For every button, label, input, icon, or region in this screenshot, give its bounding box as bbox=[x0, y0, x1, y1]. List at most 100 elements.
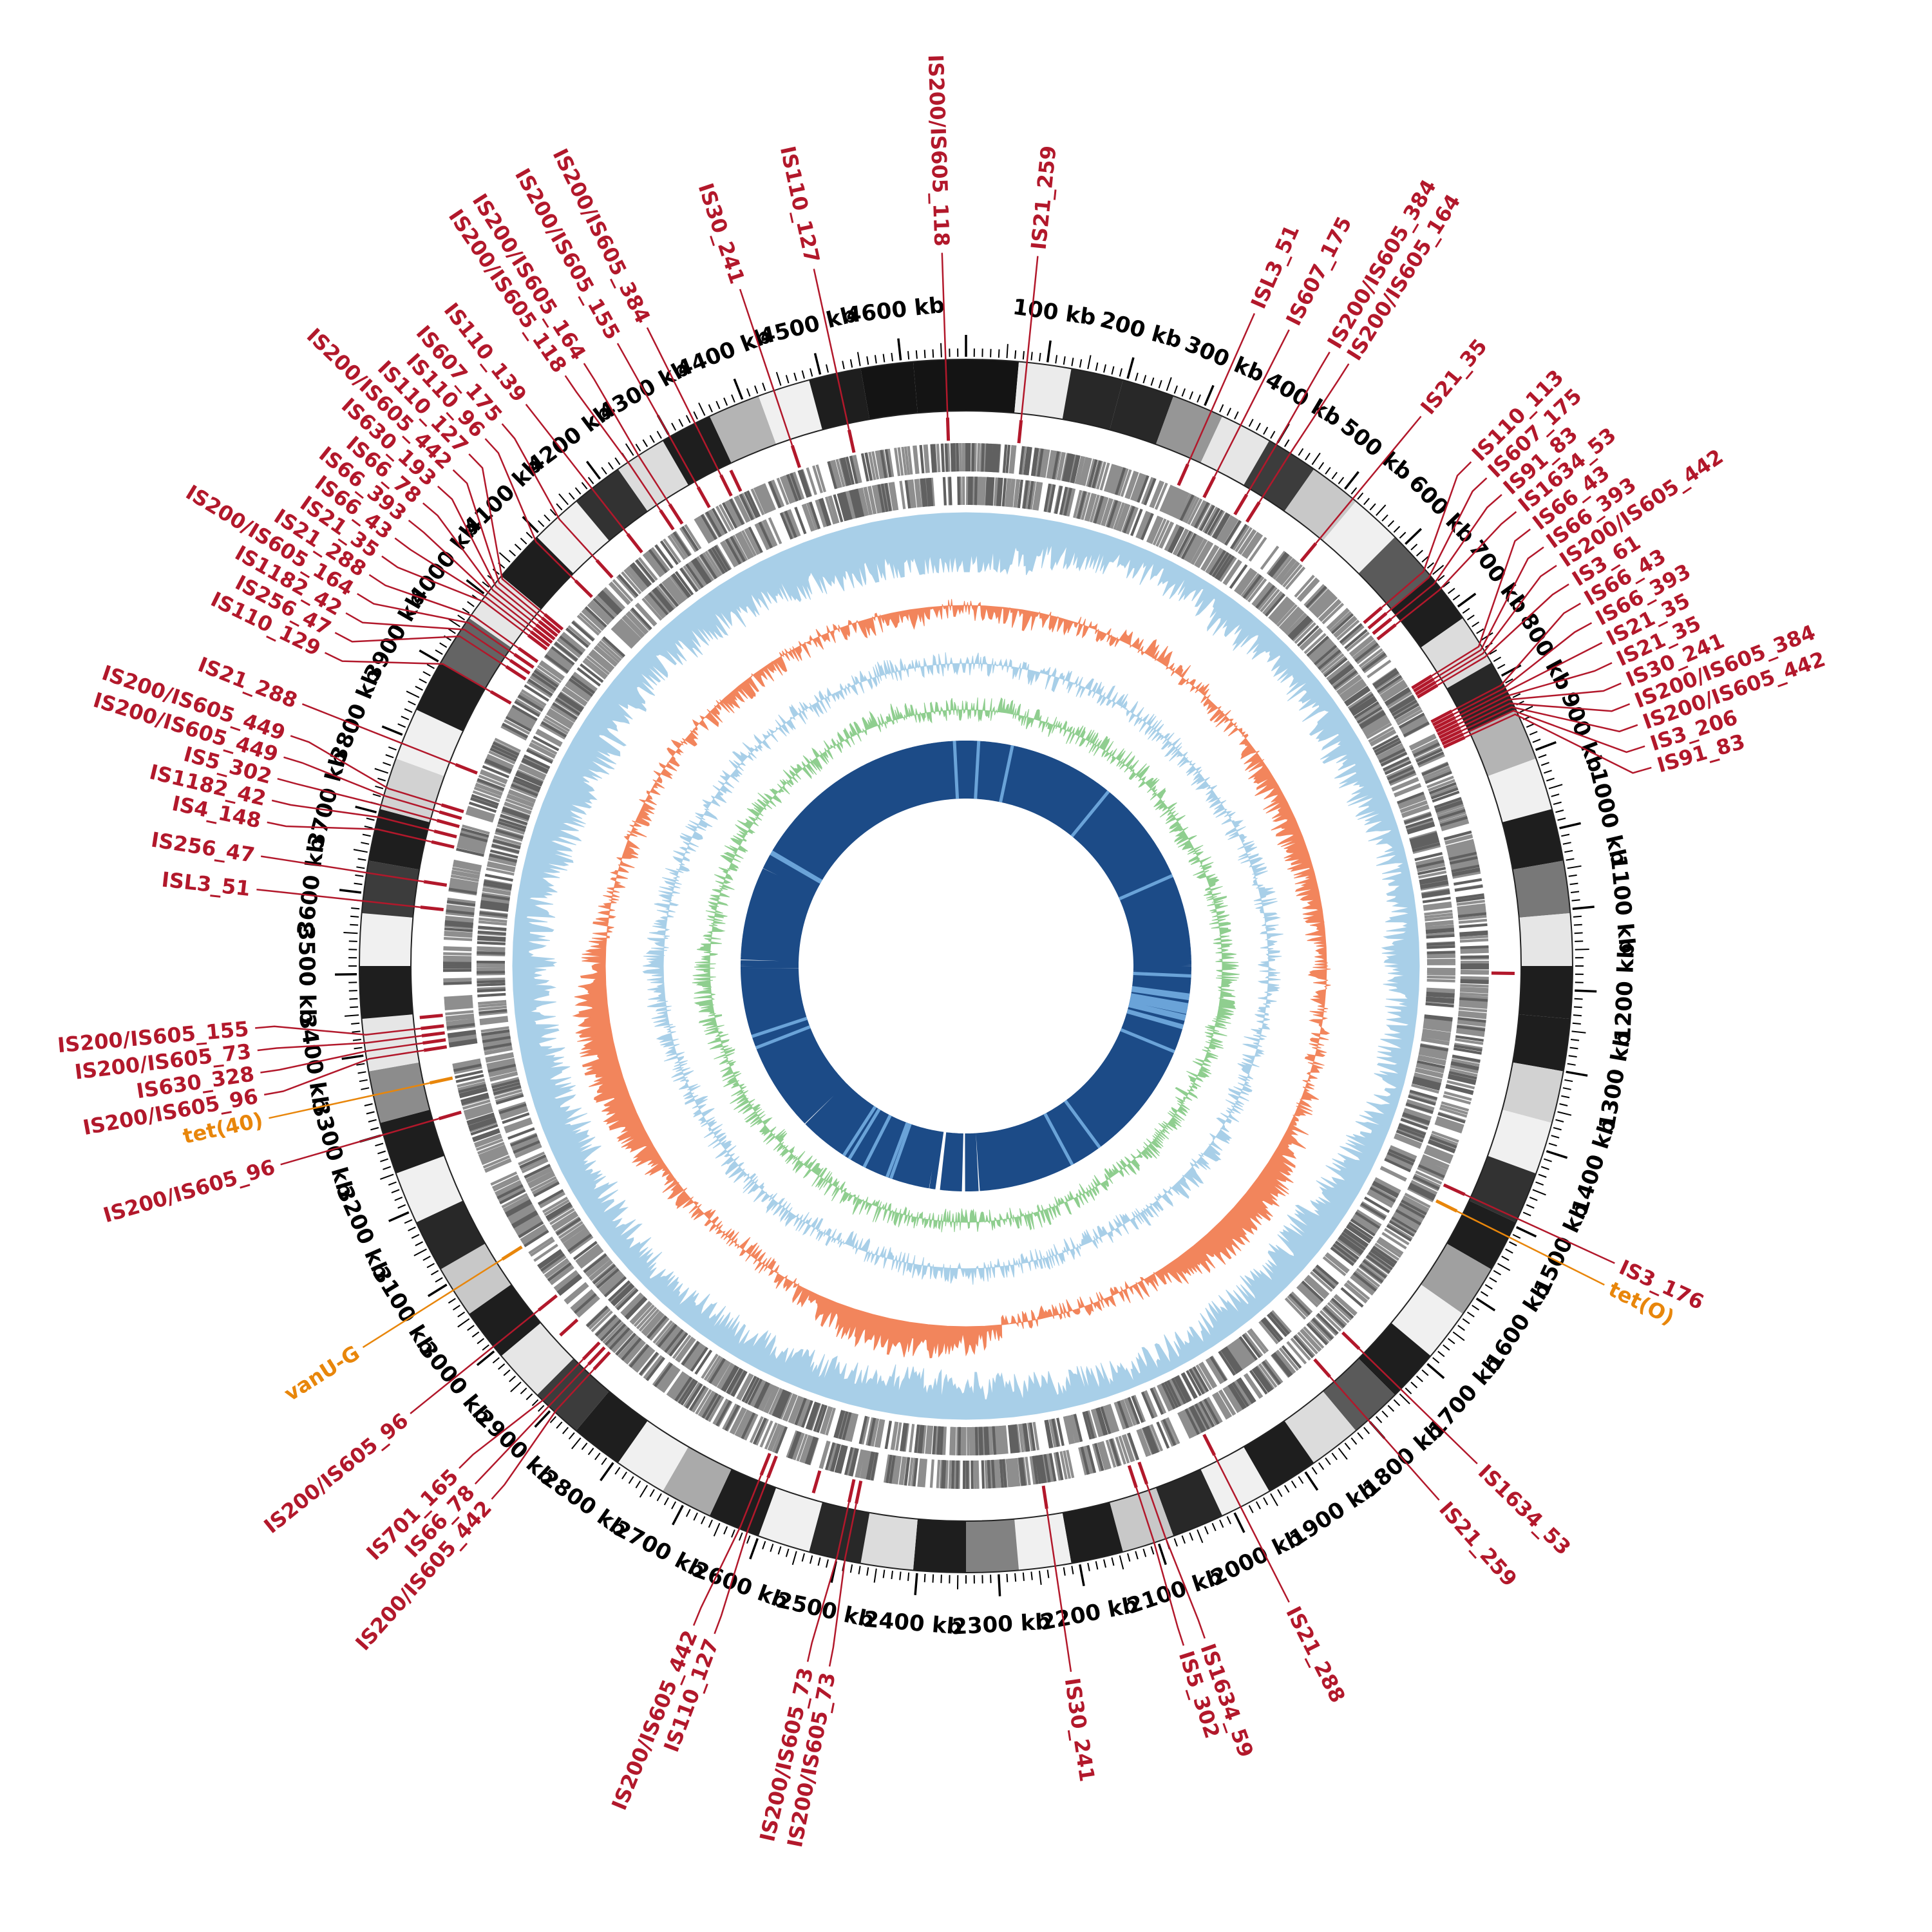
axis-tick-label: 4600 kb bbox=[845, 292, 946, 328]
label-leader-line bbox=[813, 269, 850, 430]
axis-tick-label: 700 kb bbox=[1463, 536, 1533, 618]
label-leader-line bbox=[277, 777, 437, 822]
ring-genes-outer bbox=[442, 442, 1490, 1490]
is-element-label: IS30_241 bbox=[1060, 1676, 1100, 1783]
label-leader-line bbox=[410, 1309, 540, 1414]
axis-tick-label: 200 kb bbox=[1097, 307, 1185, 354]
label-leader-line bbox=[1385, 477, 1488, 614]
axis-tick-label: 600 kb bbox=[1403, 470, 1480, 548]
axis-tick-label: 2100 kb bbox=[1124, 1564, 1226, 1620]
label-leader-line bbox=[491, 1368, 595, 1500]
is-element-label: IS200/IS605_96 bbox=[100, 1155, 278, 1227]
label-leader-line bbox=[1435, 565, 1557, 683]
label-leader-line bbox=[290, 735, 442, 806]
label-leader-line bbox=[334, 632, 507, 668]
label-leader-line bbox=[1461, 706, 1638, 733]
label-leader-line bbox=[941, 252, 949, 418]
label-leader-line bbox=[468, 453, 545, 616]
ring-histogram-blue-outer bbox=[512, 512, 1420, 1420]
label-leader-line bbox=[368, 574, 520, 649]
label-leader-line bbox=[437, 486, 540, 622]
label-leader-line bbox=[1187, 313, 1256, 465]
is-element-label: IS200/IS605_118 bbox=[923, 54, 954, 247]
axis-tick-label: 100 kb bbox=[1011, 294, 1097, 331]
axis-tick-label: 1200 kb bbox=[1610, 943, 1640, 1043]
label-leader-line bbox=[1456, 662, 1613, 722]
label-leader-line bbox=[1437, 583, 1569, 687]
ring-genes-inner bbox=[476, 476, 1456, 1456]
label-leader-line bbox=[394, 537, 532, 632]
label-leader-line bbox=[1146, 1484, 1206, 1639]
axis-tick-label: 3500 kb bbox=[293, 925, 320, 1025]
label-leader-line bbox=[739, 289, 793, 446]
label-leader-line bbox=[828, 1503, 857, 1667]
label-leader-line bbox=[357, 592, 515, 656]
label-leader-line bbox=[256, 888, 421, 908]
label-leader-line bbox=[1245, 352, 1331, 495]
label-leader-line bbox=[1431, 528, 1531, 677]
label-leader-line bbox=[1329, 1376, 1440, 1501]
label-leader-line bbox=[271, 799, 435, 832]
label-leader-line bbox=[257, 1035, 422, 1052]
label-leader-line bbox=[381, 555, 529, 636]
ring-is-ticks bbox=[419, 417, 1515, 1510]
label-leader-line bbox=[422, 502, 537, 626]
axis-tick-label: 4500 kb bbox=[757, 301, 860, 350]
ring-histogram-orange bbox=[572, 599, 1331, 1359]
ring-histogram-green bbox=[692, 697, 1240, 1233]
label-leader-line bbox=[1451, 602, 1581, 712]
ring-blocks-navy bbox=[740, 740, 1192, 1192]
label-leader-line bbox=[692, 1474, 762, 1626]
label-leader-line bbox=[714, 1477, 769, 1634]
label-leader-line bbox=[1213, 329, 1290, 477]
label-leader-line bbox=[501, 423, 598, 561]
label-leader-line bbox=[1213, 1455, 1290, 1603]
axis-tick-label: 1100 kb bbox=[1605, 854, 1640, 955]
axis-tick-label: 400 kb bbox=[1261, 367, 1346, 432]
label-leader-line bbox=[1464, 1193, 1615, 1264]
label-leader-line bbox=[1458, 682, 1622, 725]
label-leader-line bbox=[260, 1042, 423, 1074]
is-element-label: IS21_35 bbox=[1416, 334, 1492, 419]
axis-tick-label: 500 kb bbox=[1336, 413, 1417, 486]
label-leader-line bbox=[267, 821, 432, 843]
label-leader-line bbox=[345, 612, 511, 661]
label-leader-line bbox=[1135, 1487, 1185, 1646]
label-leader-line bbox=[1459, 702, 1631, 728]
axis-tick-label: 3600 kb bbox=[292, 836, 330, 937]
axis-tick-label: 1300 kb bbox=[1594, 1030, 1636, 1132]
label-leader-line bbox=[1433, 546, 1544, 680]
label-leader-line bbox=[255, 1025, 421, 1036]
label-leader-line bbox=[1453, 622, 1593, 715]
label-leader-line bbox=[474, 1363, 589, 1485]
is-element-label: IS256_47 bbox=[149, 827, 256, 867]
label-leader-line bbox=[269, 1082, 430, 1119]
label-leader-line bbox=[583, 363, 670, 505]
label-leader-line bbox=[1258, 363, 1350, 503]
resistance-gene-label: vanU-G bbox=[279, 1340, 364, 1406]
label-leader-line bbox=[1046, 1508, 1072, 1672]
is-element-label: IS110_127 bbox=[775, 144, 824, 265]
axis-tick-label: 2200 kb bbox=[1038, 1592, 1140, 1636]
label-leader-line bbox=[452, 469, 543, 619]
axis-tick-label: 1000 kb bbox=[1585, 766, 1633, 867]
axis-tick-label: 300 kb bbox=[1181, 331, 1268, 388]
label-leader-line bbox=[484, 438, 576, 582]
label-leader-line bbox=[324, 652, 491, 693]
is-element-label: IS21_259 bbox=[1026, 144, 1061, 251]
label-leader-line bbox=[280, 1117, 439, 1166]
label-leader-line bbox=[408, 520, 535, 629]
label-leader-line bbox=[646, 327, 722, 476]
label-leader-line bbox=[1020, 256, 1039, 421]
is-element-label: IS21_288 bbox=[1281, 1602, 1350, 1707]
label-leader-line bbox=[261, 855, 424, 883]
label-leader-line bbox=[1455, 641, 1603, 719]
axis-tick-label: 2400 kb bbox=[863, 1607, 963, 1640]
label-leader-line bbox=[525, 404, 629, 535]
label-leader-line bbox=[283, 756, 440, 813]
label-leader-line bbox=[1464, 713, 1652, 774]
label-leader-line bbox=[1395, 511, 1517, 626]
ring-sequence-blocks bbox=[359, 359, 1573, 1573]
